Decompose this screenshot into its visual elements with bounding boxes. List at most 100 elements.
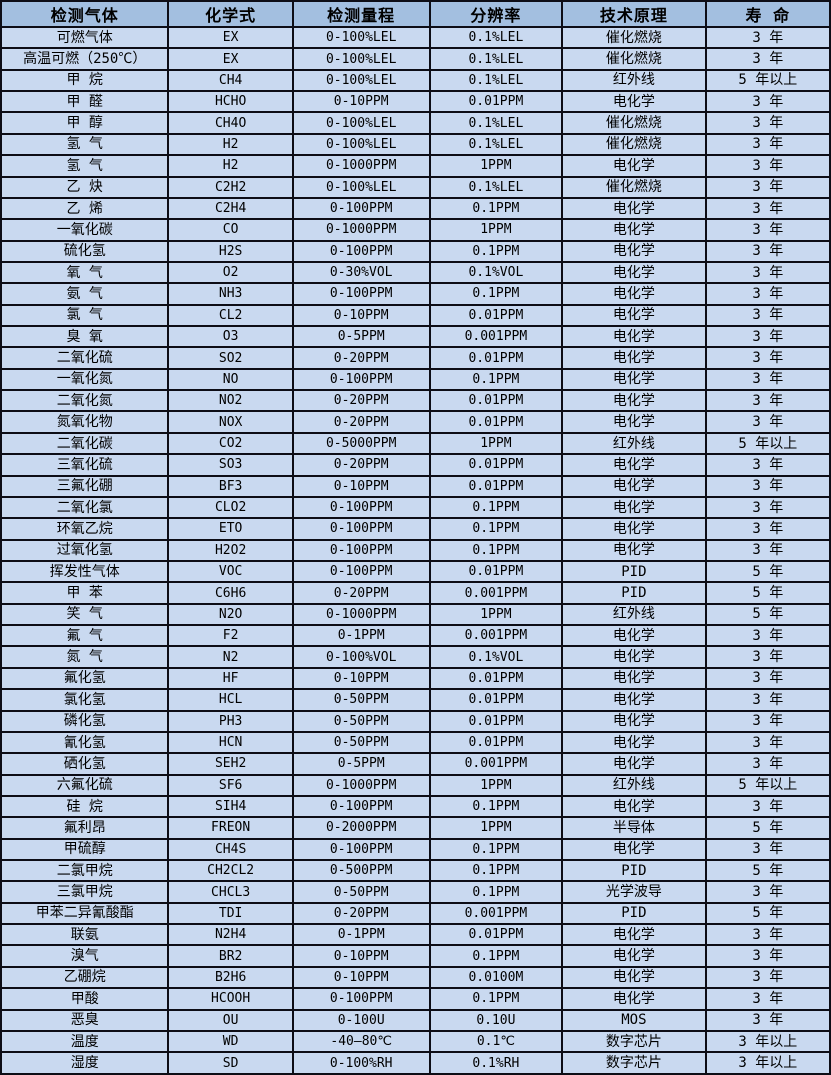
cell-resolution: 0.1PPM [428, 517, 564, 541]
cell-lifespan: 3 年 [704, 47, 831, 71]
cell-gas: 乙 炔 [0, 175, 170, 199]
cell-principle: 电化学 [561, 517, 707, 541]
column-header-lifespan: 寿 命 [704, 0, 831, 28]
cell-principle: 电化学 [561, 282, 707, 306]
cell-lifespan: 5 年以上 [704, 773, 831, 797]
cell-gas: 氯 气 [0, 303, 170, 328]
cell-resolution: 0.01PPM [428, 410, 564, 434]
cell-principle: 电化学 [561, 196, 707, 221]
cell-resolution: 0.01PPM [428, 453, 564, 477]
cell-principle: 催化燃烧 [561, 25, 707, 50]
cell-range: 0-1PPM [291, 923, 431, 947]
table-row: 氯化氢 HCL 0-50PPM 0.01PPM 电化学 3 年 [0, 688, 831, 712]
cell-resolution: 0.1PPM [428, 239, 564, 263]
cell-range: 0-100PPM [291, 196, 431, 221]
cell-formula: CH2CL2 [167, 858, 294, 883]
cell-lifespan: 3 年 [704, 624, 831, 648]
table-row: 硒化氢 SEH2 0-5PPM 0.001PPM 电化学 3 年 [0, 752, 831, 776]
cell-gas: 笑 气 [0, 602, 170, 627]
cell-principle: PID [561, 559, 707, 584]
cell-formula: VOC [167, 559, 294, 584]
cell-formula: NO [167, 367, 294, 392]
cell-principle: 红外线 [561, 602, 707, 627]
cell-principle: 电化学 [561, 495, 707, 520]
cell-gas: 氰化氢 [0, 730, 170, 755]
cell-formula: N2O [167, 602, 294, 627]
cell-resolution: 0.1%VOL [428, 645, 564, 669]
cell-resolution: 0.001PPM [428, 624, 564, 648]
cell-lifespan: 3 年 [704, 752, 831, 776]
cell-resolution: 1PPM [428, 154, 564, 178]
cell-resolution: 0.01PPM [428, 709, 564, 733]
cell-gas: 溴气 [0, 944, 170, 968]
cell-lifespan: 3 年 [704, 367, 831, 392]
cell-lifespan: 3 年 [704, 794, 831, 819]
cell-range: 0-100PPM [291, 282, 431, 306]
table-body: 可燃气体 EX 0-100%LEL 0.1%LEL 催化燃烧 3 年高温可燃（250℃） E… [0, 25, 831, 1075]
table-row: 甲酸 HCOOH 0-100PPM 0.1PPM 电化学 3 年 [0, 987, 831, 1011]
cell-lifespan: 3 年 [704, 90, 831, 114]
table-row: 氮 气 N2 0-100%VOL 0.1%VOL 电化学 3 年 [0, 645, 831, 669]
cell-formula: B2H6 [167, 965, 294, 990]
table-row: 氯 气 CL2 0-10PPM 0.01PPM 电化学 3 年 [0, 303, 831, 328]
cell-lifespan: 3 年 [704, 730, 831, 755]
cell-lifespan: 3 年 [704, 923, 831, 947]
cell-principle: 电化学 [561, 624, 707, 648]
table-row: 可燃气体 EX 0-100%LEL 0.1%LEL 催化燃烧 3 年 [0, 25, 831, 50]
table-row: 臭 氧 O3 0-5PPM 0.001PPM 电化学 3 年 [0, 325, 831, 349]
cell-gas: 氧 气 [0, 260, 170, 285]
cell-gas: 过氧化氢 [0, 538, 170, 563]
cell-lifespan: 3 年以上 [704, 1051, 831, 1075]
cell-lifespan: 3 年 [704, 111, 831, 135]
cell-formula: SF6 [167, 773, 294, 797]
cell-gas: 硫化氢 [0, 239, 170, 263]
cell-resolution: 0.01PPM [428, 923, 564, 947]
cell-range: 0-20PPM [291, 389, 431, 413]
cell-formula: CLO2 [167, 495, 294, 520]
cell-range: 0-50PPM [291, 730, 431, 755]
cell-formula: CO2 [167, 431, 294, 456]
cell-gas: 六氟化硫 [0, 773, 170, 797]
table-row: 氰化氢 HCN 0-50PPM 0.01PPM 电化学 3 年 [0, 730, 831, 755]
cell-resolution: 0.1PPM [428, 880, 564, 904]
cell-formula: CH4S [167, 837, 294, 862]
cell-resolution: 0.1℃ [428, 1029, 564, 1054]
cell-resolution: 0.1PPM [428, 987, 564, 1011]
cell-lifespan: 3 年 [704, 453, 831, 477]
column-header-formula: 化学式 [167, 0, 294, 28]
cell-lifespan: 5 年 [704, 901, 831, 926]
cell-range: 0-100PPM [291, 794, 431, 819]
cell-principle: 电化学 [561, 730, 707, 755]
table-row: 氟化氢 HF 0-10PPM 0.01PPM 电化学 3 年 [0, 666, 831, 691]
cell-lifespan: 3 年 [704, 282, 831, 306]
cell-principle: 数字芯片 [561, 1051, 707, 1075]
cell-range: 0-100%LEL [291, 47, 431, 71]
cell-range: 0-10PPM [291, 474, 431, 498]
cell-lifespan: 3 年 [704, 389, 831, 413]
cell-formula: EX [167, 47, 294, 71]
cell-principle: 电化学 [561, 474, 707, 498]
cell-resolution: 0.1%RH [428, 1051, 564, 1075]
cell-principle: 红外线 [561, 773, 707, 797]
cell-formula: OU [167, 1008, 294, 1032]
cell-resolution: 0.10U [428, 1008, 564, 1032]
cell-resolution: 0.01PPM [428, 730, 564, 755]
cell-lifespan: 5 年 [704, 858, 831, 883]
cell-principle: 电化学 [561, 218, 707, 242]
cell-formula: C2H4 [167, 196, 294, 221]
cell-gas: 甲酸 [0, 987, 170, 1011]
cell-formula: CH4 [167, 68, 294, 93]
cell-range: 0-10PPM [291, 303, 431, 328]
table-row: 六氟化硫 SF6 0-1000PPM 1PPM 红外线 5 年以上 [0, 773, 831, 797]
table-row: 过氧化氢 H2O2 0-100PPM 0.1PPM 电化学 3 年 [0, 538, 831, 563]
cell-formula: HF [167, 666, 294, 691]
table-row: 二氧化硫 SO2 0-20PPM 0.01PPM 电化学 3 年 [0, 346, 831, 370]
column-header-range: 检测量程 [291, 0, 431, 28]
cell-resolution: 0.01PPM [428, 559, 564, 584]
table-row: 高温可燃（250℃） EX 0-100%LEL 0.1%LEL 催化燃烧 3 年 [0, 47, 831, 71]
cell-principle: 电化学 [561, 303, 707, 328]
cell-resolution: 1PPM [428, 773, 564, 797]
cell-range: 0-5000PPM [291, 431, 431, 456]
cell-formula: F2 [167, 624, 294, 648]
